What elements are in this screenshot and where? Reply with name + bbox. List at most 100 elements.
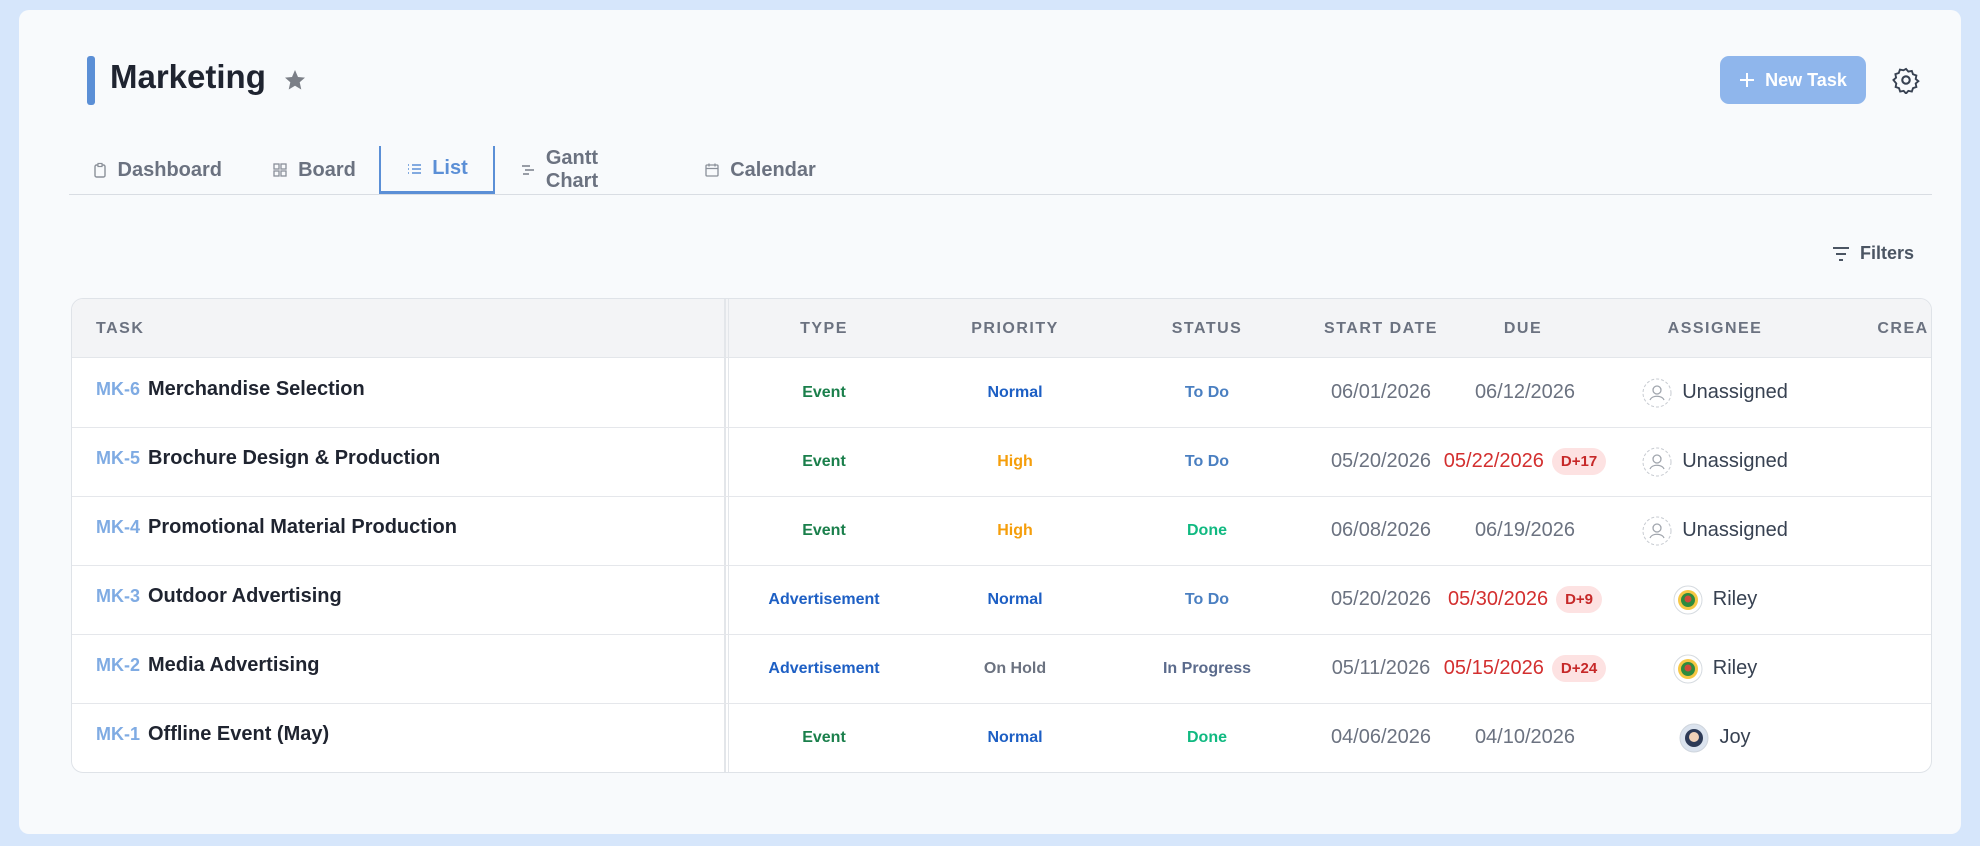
tab-icon	[408, 163, 422, 174]
task-id[interactable]: MK-2	[96, 655, 140, 675]
column-header: TYPE	[729, 299, 919, 358]
filters-button[interactable]: Filters	[1832, 243, 1914, 264]
table-cell: 05/20/2026	[1303, 427, 1459, 496]
table-cell: Advertisement	[729, 634, 919, 703]
star-icon[interactable]	[283, 68, 307, 92]
avatar	[1642, 516, 1672, 545]
table-cell: MK-4 Promotional Material Production	[72, 493, 724, 562]
due-date: 05/22/2026	[1443, 450, 1544, 472]
table-cell: Done	[1111, 703, 1303, 772]
table-cell: Event	[729, 427, 919, 496]
table-cell: 06/19/2026	[1440, 496, 1610, 565]
task-type: Event	[802, 728, 846, 746]
task-id[interactable]: MK-5	[96, 448, 140, 468]
table-cell: To Do	[1111, 427, 1303, 496]
project-title: Marketing	[110, 58, 266, 95]
tab[interactable]: Calendar	[703, 146, 817, 194]
table-cell: High	[919, 427, 1111, 496]
due-date: 06/19/2026	[1474, 519, 1576, 541]
row-separator	[72, 496, 1931, 497]
row-separator	[72, 427, 1931, 428]
due-date: 04/10/2026	[1474, 726, 1576, 748]
column-header: DUE	[1459, 299, 1587, 358]
task-id[interactable]: MK-6	[96, 379, 140, 399]
row-separator	[72, 703, 1931, 704]
start-date: 04/06/2026	[1330, 726, 1432, 748]
tab-divider	[69, 194, 1932, 195]
table-cell: Event	[729, 703, 919, 772]
task-id[interactable]: MK-4	[96, 517, 140, 537]
task-priority: On Hold	[983, 659, 1047, 677]
start-date: 06/01/2026	[1330, 381, 1432, 403]
task-name[interactable]: Promotional Material Production	[148, 516, 457, 538]
assignee-name: Riley	[1712, 657, 1758, 679]
column-title: TASK	[96, 319, 145, 337]
table-cell: Riley	[1597, 634, 1833, 703]
task-priority: High	[997, 452, 1033, 470]
column-header: STATUS	[1111, 299, 1303, 358]
table-cell: Normal	[919, 358, 1111, 427]
table-cell: 05/22/2026 D+17	[1440, 427, 1610, 496]
start-date: 06/08/2026	[1330, 519, 1432, 541]
assignee-name: Joy	[1719, 726, 1751, 748]
column-title: CREA	[1877, 319, 1929, 337]
tab-icon	[273, 163, 287, 177]
table-row[interactable]: MK-3 Outdoor Advertising Advertisement Norm…	[72, 565, 1931, 634]
column-divider	[724, 299, 729, 772]
table-cell: Unassigned	[1597, 427, 1833, 496]
task-priority: Normal	[987, 590, 1043, 608]
tab-label: Dashboard	[117, 158, 222, 181]
table-cell	[1833, 565, 1931, 634]
table-row[interactable]: MK-4 Promotional Material Production Event…	[72, 496, 1931, 565]
table-cell	[1833, 703, 1931, 772]
table-cell: 05/30/2026 D+9	[1440, 565, 1610, 634]
task-status: To Do	[1184, 383, 1230, 401]
assignee-name: Unassigned	[1682, 519, 1788, 541]
task-name[interactable]: Outdoor Advertising	[148, 585, 342, 607]
table-cell: In Progress	[1111, 634, 1303, 703]
tab[interactable]: Gantt Chart	[520, 146, 655, 194]
start-date: 05/11/2026	[1331, 657, 1431, 679]
column-header: PRIORITY	[919, 299, 1111, 358]
task-status: To Do	[1184, 452, 1230, 470]
task-id[interactable]: MK-3	[96, 586, 140, 606]
task-name[interactable]: Merchandise Selection	[148, 378, 365, 400]
task-type: Advertisement	[768, 659, 880, 677]
table-header	[72, 299, 1931, 358]
table-row[interactable]: MK-1 Offline Event (May) Event Normal Done 04…	[72, 703, 1931, 772]
table-row[interactable]: MK-2 Media Advertising Advertisement On Hol…	[72, 634, 1931, 703]
column-header: START DATE	[1303, 299, 1459, 358]
tab[interactable]: Board	[272, 146, 356, 194]
tab[interactable]: List	[379, 146, 495, 194]
column-title: STATUS	[1171, 319, 1243, 337]
task-name[interactable]: Media Advertising	[148, 654, 320, 676]
task-status: Done	[1187, 521, 1227, 539]
filters-label: Filters	[1860, 243, 1915, 263]
task-name[interactable]: Brochure Design & Production	[148, 447, 441, 469]
due-date: 05/15/2026	[1443, 657, 1544, 679]
settings-icon[interactable]	[1892, 66, 1920, 94]
task-priority: High	[997, 521, 1033, 539]
button-label: New Task	[1765, 69, 1847, 90]
table-row[interactable]: MK-6 Merchandise Selection Event Normal To D…	[72, 358, 1931, 427]
new-task-button[interactable]: New Task	[1720, 56, 1866, 104]
table-cell: High	[919, 496, 1111, 565]
column-title: DUE	[1503, 319, 1543, 337]
title-accent	[87, 56, 95, 105]
task-status: In Progress	[1162, 659, 1252, 677]
table-row[interactable]: MK-5 Brochure Design & Production Event Hig…	[72, 427, 1931, 496]
table-cell	[1833, 634, 1931, 703]
column-title: START DATE	[1324, 319, 1438, 337]
tab-label: Gantt Chart	[545, 147, 599, 192]
tab-label: Board	[298, 158, 356, 181]
table-cell: Done	[1111, 496, 1303, 565]
task-id[interactable]: MK-1	[96, 724, 140, 744]
task-priority: Normal	[987, 383, 1043, 401]
start-date: 05/20/2026	[1330, 588, 1432, 610]
tab[interactable]: Dashboard	[92, 146, 222, 194]
table-cell: Unassigned	[1597, 496, 1833, 565]
filter-icon	[1833, 246, 1849, 261]
task-name[interactable]: Offline Event (May)	[148, 723, 330, 745]
row-separator	[72, 565, 1931, 566]
tab-icon	[94, 162, 106, 178]
